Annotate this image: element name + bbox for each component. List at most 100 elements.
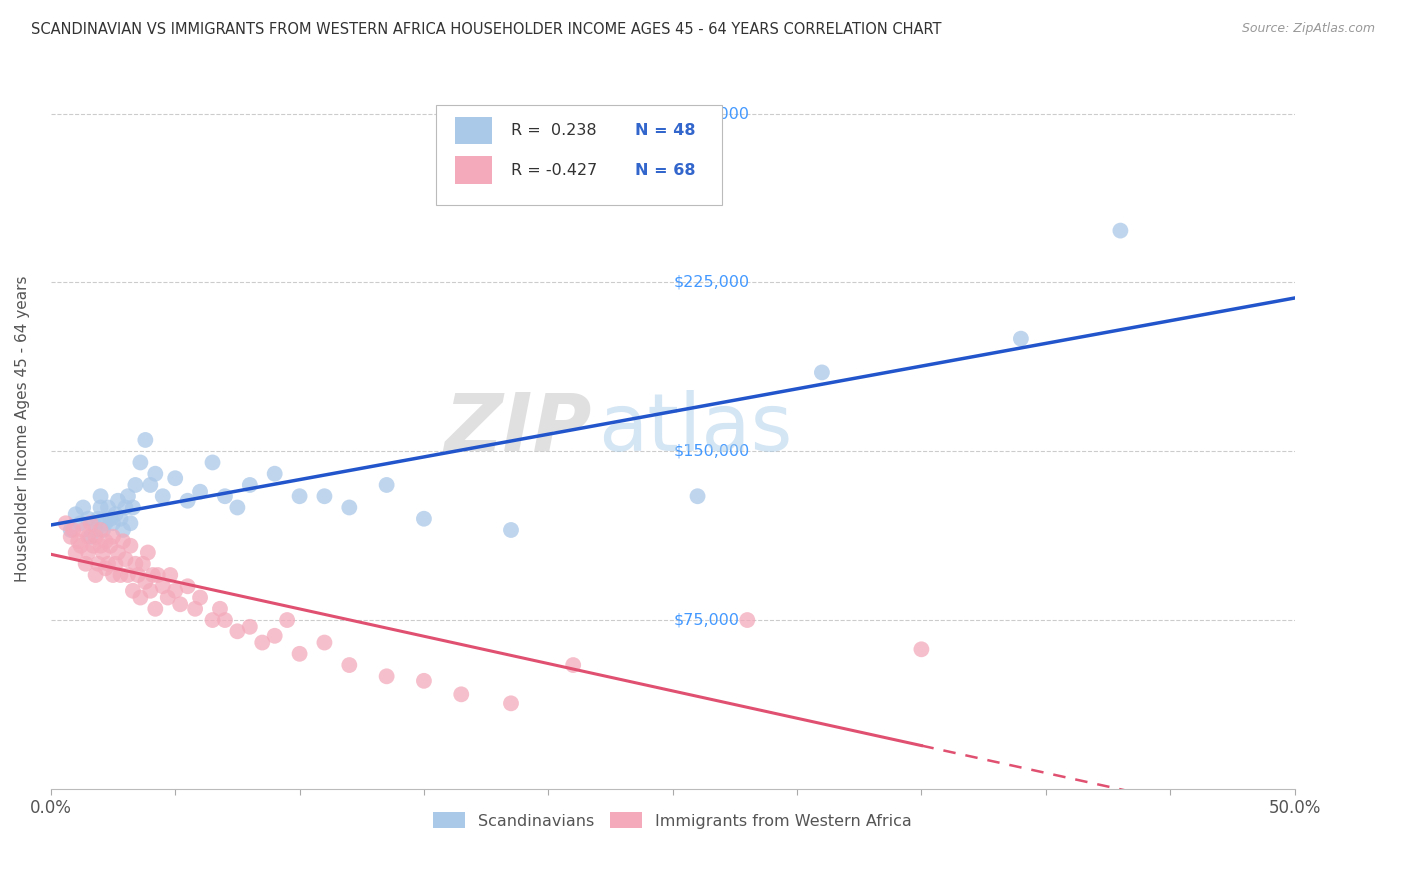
Point bbox=[499, 696, 522, 710]
Point bbox=[143, 467, 166, 481]
Point bbox=[152, 579, 174, 593]
Point bbox=[337, 658, 360, 673]
Text: R =  0.238: R = 0.238 bbox=[510, 123, 596, 138]
Point bbox=[314, 635, 336, 649]
Y-axis label: Householder Income Ages 45 - 64 years: Householder Income Ages 45 - 64 years bbox=[15, 276, 30, 582]
Point bbox=[100, 512, 122, 526]
Point bbox=[65, 545, 87, 559]
Point bbox=[156, 591, 179, 605]
Point bbox=[214, 489, 236, 503]
Point bbox=[413, 512, 436, 526]
Text: R = -0.427: R = -0.427 bbox=[510, 162, 598, 178]
Point bbox=[226, 624, 249, 639]
Point bbox=[159, 568, 181, 582]
Point bbox=[214, 613, 236, 627]
Point bbox=[104, 508, 127, 522]
Point bbox=[97, 500, 120, 515]
Point bbox=[84, 523, 107, 537]
Point bbox=[337, 500, 360, 515]
Point bbox=[134, 433, 156, 447]
Point bbox=[107, 493, 129, 508]
Point bbox=[169, 597, 191, 611]
Point bbox=[263, 467, 285, 481]
Text: $75,000: $75,000 bbox=[673, 613, 740, 628]
FancyBboxPatch shape bbox=[456, 156, 492, 184]
Point bbox=[94, 534, 117, 549]
Point bbox=[375, 669, 398, 683]
Point bbox=[152, 489, 174, 503]
Point bbox=[69, 516, 91, 531]
Point bbox=[107, 545, 129, 559]
Point bbox=[62, 523, 84, 537]
Point bbox=[79, 516, 101, 531]
Text: atlas: atlas bbox=[598, 390, 793, 467]
Point bbox=[288, 489, 311, 503]
Point bbox=[65, 508, 87, 522]
Point bbox=[811, 366, 834, 380]
Point bbox=[59, 530, 82, 544]
Point bbox=[124, 478, 146, 492]
Point bbox=[184, 601, 207, 615]
Point bbox=[134, 574, 156, 589]
Point bbox=[146, 568, 169, 582]
Text: SCANDINAVIAN VS IMMIGRANTS FROM WESTERN AFRICA HOUSEHOLDER INCOME AGES 45 - 64 Y: SCANDINAVIAN VS IMMIGRANTS FROM WESTERN … bbox=[31, 22, 942, 37]
Point bbox=[94, 516, 117, 531]
Point bbox=[132, 557, 155, 571]
Text: N = 48: N = 48 bbox=[636, 123, 696, 138]
Point bbox=[114, 552, 136, 566]
Point bbox=[122, 583, 145, 598]
Point bbox=[737, 613, 759, 627]
Point bbox=[111, 523, 134, 537]
Point bbox=[127, 568, 149, 582]
Point bbox=[82, 539, 104, 553]
Point bbox=[165, 471, 187, 485]
Point bbox=[84, 530, 107, 544]
Point bbox=[55, 516, 77, 531]
Point bbox=[90, 489, 112, 503]
Point bbox=[143, 601, 166, 615]
Point bbox=[90, 523, 112, 537]
Point bbox=[114, 500, 136, 515]
Point bbox=[142, 568, 165, 582]
Point bbox=[90, 539, 112, 553]
Text: $225,000: $225,000 bbox=[673, 275, 749, 290]
Point bbox=[562, 658, 585, 673]
Point bbox=[90, 500, 112, 515]
Point bbox=[111, 534, 134, 549]
Point bbox=[176, 579, 198, 593]
Point bbox=[239, 478, 262, 492]
Point bbox=[77, 512, 100, 526]
Point bbox=[139, 478, 162, 492]
Point bbox=[201, 613, 224, 627]
Point bbox=[101, 530, 124, 544]
Point bbox=[276, 613, 298, 627]
Point bbox=[208, 601, 231, 615]
Point bbox=[77, 545, 100, 559]
Point bbox=[165, 583, 187, 598]
Point bbox=[97, 557, 120, 571]
Point bbox=[122, 500, 145, 515]
Point bbox=[686, 489, 709, 503]
Point bbox=[94, 561, 117, 575]
Point bbox=[91, 523, 114, 537]
Point bbox=[136, 545, 159, 559]
Point bbox=[59, 523, 82, 537]
Text: $150,000: $150,000 bbox=[673, 443, 751, 458]
Point bbox=[124, 557, 146, 571]
Point bbox=[201, 455, 224, 469]
Point bbox=[129, 591, 152, 605]
Point bbox=[72, 500, 94, 515]
Point bbox=[450, 687, 472, 701]
Point bbox=[120, 539, 142, 553]
Text: N = 68: N = 68 bbox=[636, 162, 696, 178]
Point bbox=[87, 512, 110, 526]
Point bbox=[75, 557, 97, 571]
Point bbox=[288, 647, 311, 661]
Point bbox=[82, 516, 104, 531]
Point bbox=[84, 568, 107, 582]
Point bbox=[69, 539, 91, 553]
Legend: Scandinavians, Immigrants from Western Africa: Scandinavians, Immigrants from Western A… bbox=[427, 805, 918, 835]
Point bbox=[101, 568, 124, 582]
Point bbox=[110, 568, 132, 582]
Point bbox=[87, 557, 110, 571]
